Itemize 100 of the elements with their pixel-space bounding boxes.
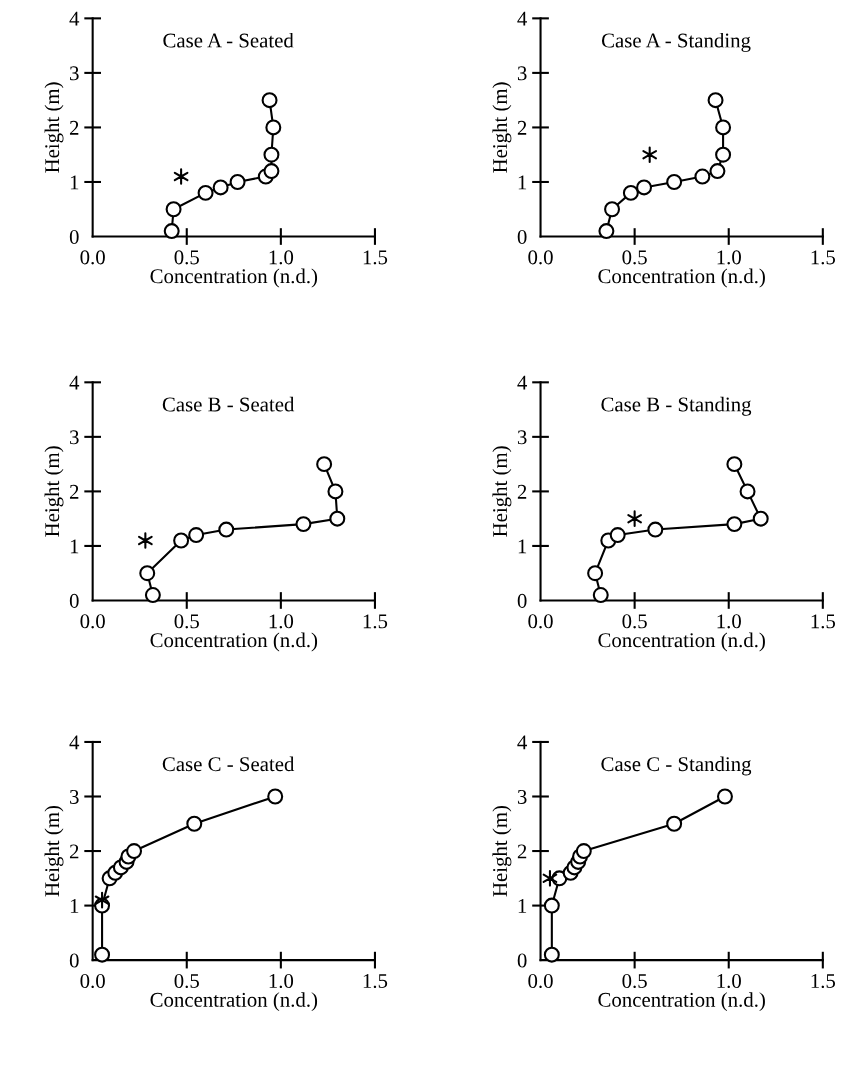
point: [636, 179, 653, 196]
x-tick-label: 1.5: [811, 250, 836, 265]
point: [598, 223, 615, 240]
y-axis-title: Height (m): [492, 805, 512, 897]
point: [94, 891, 110, 909]
point: [261, 92, 278, 109]
y-tick-label: 3: [517, 66, 527, 81]
point: [267, 788, 284, 805]
y-tick-label: 0: [69, 229, 79, 244]
text: Case C - Standing: [601, 756, 752, 776]
point: [94, 946, 111, 963]
x-tick-label: 1.5: [363, 250, 388, 265]
point: [647, 521, 664, 538]
x-tick-label: 0.0: [528, 250, 553, 265]
text: Case B - Seated: [162, 396, 295, 412]
x-tick-label: 1.5: [363, 974, 388, 989]
x-tick-label: 0.0: [528, 973, 553, 989]
point: [144, 587, 161, 604]
text: Case A - Seated: [163, 32, 294, 48]
point: [627, 510, 642, 527]
x-axis-title: Concentration (n.d.): [150, 268, 318, 288]
y-tick-label: 4: [69, 735, 80, 750]
y-tick-label: 2: [69, 484, 79, 499]
point: [694, 168, 711, 185]
point: [329, 510, 346, 527]
point: [642, 146, 658, 164]
y-axis-title: Height (m): [44, 805, 64, 897]
point: [212, 179, 229, 196]
y-tick-label: 0: [69, 953, 79, 968]
x-tick-label: 1.0: [717, 973, 741, 989]
point: [126, 843, 143, 860]
point: [752, 510, 769, 527]
y-tick-label: 2: [517, 844, 527, 859]
y-tick-label: 4: [517, 375, 528, 390]
point: [229, 174, 246, 190]
point: [295, 516, 312, 533]
y-tick-label: 3: [517, 430, 527, 445]
y-tick-label: 3: [70, 66, 79, 81]
text: Case A - Standing: [601, 32, 751, 52]
y-tick-label: 0: [69, 593, 79, 608]
point: [707, 92, 724, 109]
x-axis-title: Concentration (n.d.): [598, 992, 765, 1012]
y-tick-label: 1: [518, 899, 527, 913]
x-axis-title: Concentration (n.d.): [150, 632, 318, 652]
point: [173, 532, 190, 549]
x-tick-label: 1.0: [717, 250, 741, 265]
x-tick-label: 0.5: [622, 973, 647, 989]
point: [265, 119, 282, 136]
y-tick-label: 1: [518, 175, 527, 190]
y-tick-label: 2: [517, 484, 527, 499]
y-tick-label: 2: [69, 120, 79, 135]
y-axis-title: Height (m): [44, 446, 64, 537]
x-tick-label: 0.0: [80, 973, 105, 989]
point: [188, 527, 205, 544]
y-tick-label: 3: [517, 789, 527, 804]
point: [666, 815, 683, 832]
point: [715, 146, 732, 163]
point: [173, 168, 189, 185]
point: [604, 201, 621, 218]
point: [726, 516, 743, 533]
point: [575, 843, 592, 860]
y-tick-label: 3: [70, 789, 79, 804]
x-tick-label: 1.0: [269, 250, 294, 265]
x-tick-label: 0.0: [80, 250, 105, 265]
point: [739, 483, 756, 500]
y-tick-label: 4: [517, 11, 528, 26]
point: [716, 788, 733, 805]
point: [666, 174, 683, 190]
x-tick-label: 0.0: [80, 614, 105, 629]
point: [316, 456, 333, 473]
point: [622, 184, 639, 201]
y-tick-label: 1: [70, 539, 79, 554]
x-tick-label: 0.5: [174, 973, 199, 989]
point: [543, 897, 560, 914]
text: Case B - Standing: [601, 396, 752, 416]
y-axis-title: Height (m): [492, 82, 512, 173]
y-axis-title: Height (m): [44, 82, 64, 173]
x-tick-label: 0.5: [174, 250, 199, 265]
point: [186, 815, 203, 832]
point: [165, 201, 182, 218]
point: [609, 527, 626, 544]
y-tick-label: 4: [69, 375, 80, 390]
x-tick-label: 1.0: [269, 973, 294, 989]
point: [542, 869, 558, 887]
point: [587, 565, 604, 582]
text: Case C - Seated: [162, 756, 295, 772]
y-tick-label: 3: [70, 430, 79, 445]
point: [163, 223, 180, 240]
y-tick-label: 2: [69, 844, 79, 859]
point: [592, 587, 609, 604]
y-tick-label: 0: [517, 953, 527, 968]
x-tick-label: 1.5: [811, 974, 836, 989]
x-tick-label: 0.5: [622, 614, 647, 629]
x-axis-title: Concentration (n.d.): [150, 992, 318, 1012]
y-tick-label: 1: [70, 175, 79, 190]
y-tick-label: 4: [69, 11, 80, 26]
x-tick-label: 1.0: [269, 614, 294, 629]
y-axis-title: Height (m): [492, 446, 512, 537]
y-tick-label: 0: [517, 593, 527, 608]
point: [263, 146, 280, 163]
